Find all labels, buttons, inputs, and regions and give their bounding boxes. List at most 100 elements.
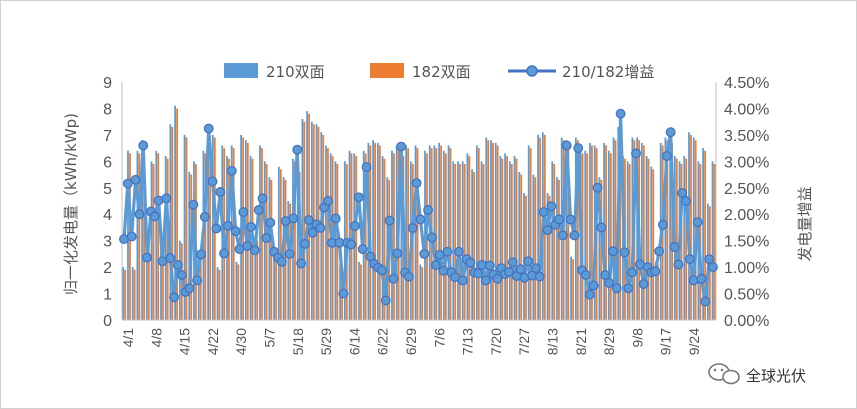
bar-210 — [532, 174, 535, 320]
y-tick-left: 7 — [103, 128, 112, 145]
gain-marker — [419, 248, 430, 259]
watermark-text: 全球光伏 — [746, 367, 806, 385]
gain-marker — [323, 196, 333, 206]
bar-182 — [256, 240, 259, 320]
gain-marker — [392, 248, 403, 259]
gain-marker — [242, 241, 253, 251]
x-tick: 4/1 — [120, 328, 136, 348]
bar-210 — [145, 240, 148, 320]
gain-marker — [253, 205, 264, 215]
gain-marker — [199, 211, 210, 222]
bar-182 — [567, 142, 570, 320]
bar-182 — [199, 253, 202, 320]
bar-182 — [628, 163, 631, 320]
bar-210 — [499, 156, 502, 320]
gain-marker — [546, 201, 557, 212]
bar-210 — [216, 267, 219, 320]
gain-marker — [403, 271, 414, 282]
bar-182 — [614, 140, 617, 320]
bar-210 — [513, 156, 516, 320]
bar-210 — [457, 161, 459, 320]
bar-182 — [289, 203, 292, 320]
bar-182 — [482, 163, 485, 320]
bar-182 — [393, 153, 395, 320]
bar-182 — [558, 179, 560, 320]
legend-marker-gain — [526, 65, 538, 77]
y-tick-right: 3.00% — [724, 154, 769, 171]
x-tick: 5/7 — [262, 328, 278, 348]
bar-210 — [546, 193, 549, 320]
bar-210 — [235, 261, 238, 320]
y-tick-left: 2 — [103, 260, 112, 277]
gain-marker — [619, 247, 630, 258]
bar-182 — [147, 243, 150, 320]
bar-182 — [162, 243, 164, 320]
bar-182 — [157, 153, 160, 320]
bar-182 — [572, 259, 574, 320]
gain-marker — [122, 178, 133, 189]
bar-210 — [372, 140, 375, 320]
gain-marker — [507, 257, 518, 268]
gain-marker — [411, 178, 422, 188]
gain-marker — [134, 209, 145, 220]
x-tick: 9/17 — [658, 328, 674, 355]
x-tick: 8/13 — [545, 328, 561, 355]
gain-marker — [669, 242, 680, 252]
bar-182 — [642, 145, 645, 320]
bar-182 — [680, 163, 683, 320]
bar-182 — [477, 148, 480, 320]
legend-label-210: 210双面 — [266, 63, 325, 81]
bar-182 — [600, 179, 603, 320]
gain-marker — [299, 238, 310, 249]
gain-line — [122, 112, 715, 304]
gain-marker — [207, 176, 218, 187]
bar-210 — [207, 145, 210, 320]
bar-182 — [647, 158, 650, 320]
bar-182 — [435, 148, 438, 320]
bar-210 — [197, 251, 200, 320]
y-tick-right: 0.00% — [724, 313, 769, 330]
bar-182 — [473, 171, 475, 320]
bar-210 — [527, 145, 530, 320]
gain-marker — [611, 283, 622, 294]
bar-182 — [506, 156, 508, 320]
bar-182 — [246, 142, 249, 320]
bar-210 — [301, 119, 304, 321]
bar-210 — [485, 137, 488, 320]
x-tick: 6/14 — [346, 328, 362, 355]
bar-210 — [174, 105, 177, 320]
gain-marker — [338, 288, 349, 299]
gain-marker — [627, 267, 638, 278]
bar-210 — [683, 156, 686, 320]
gain-marker — [692, 217, 703, 228]
gain-marker — [226, 165, 237, 176]
y-tick-left: 4 — [103, 207, 112, 224]
gain-marker — [631, 148, 641, 159]
bar-210 — [164, 156, 167, 320]
x-tick: 7/6 — [431, 328, 447, 348]
gain-marker — [388, 273, 399, 284]
gain-marker — [442, 246, 453, 257]
gain-marker — [357, 244, 368, 255]
bar-182 — [459, 163, 461, 320]
axes — [121, 82, 717, 321]
bar-210 — [136, 150, 139, 320]
gain-marker — [246, 221, 256, 232]
bar-210 — [348, 150, 351, 320]
bar-182 — [218, 269, 221, 320]
x-tick: 5/29 — [318, 328, 334, 355]
gain-marker — [284, 248, 295, 259]
x-tick: 8/29 — [601, 328, 617, 355]
gain-marker — [261, 233, 272, 243]
gain-marker — [596, 222, 607, 233]
y-tick-left: 8 — [103, 101, 112, 118]
legend: 210双面 182双面 210/182增益 — [224, 63, 654, 81]
right-axis-ticks: 0.00% 0.50% 1.00% 1.50% 2.00% 2.50% 3.00% 3.50%… — [724, 75, 769, 330]
bar-182 — [171, 126, 174, 321]
bar-210 — [490, 140, 492, 320]
gain-marker — [361, 162, 372, 173]
bar-182 — [553, 163, 556, 320]
bar-182 — [133, 269, 136, 320]
y-tick-left: 0 — [103, 313, 112, 330]
gain-marker — [515, 264, 526, 275]
